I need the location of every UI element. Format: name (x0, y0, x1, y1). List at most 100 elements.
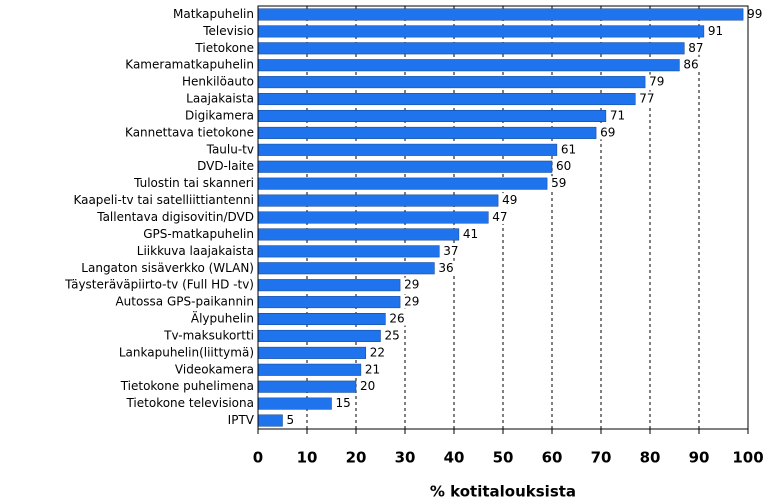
value-label-bg (599, 125, 617, 140)
bar (257, 329, 381, 342)
value-label-bg (648, 74, 666, 89)
value-label-bg (746, 6, 764, 21)
value-label-bg (285, 413, 296, 428)
x-tick-label: 60 (542, 449, 563, 467)
value-label: 25 (385, 328, 400, 342)
value-label: 41 (463, 227, 478, 241)
bar (257, 194, 499, 207)
value-label-bg (706, 23, 725, 38)
bar (257, 346, 367, 359)
bar (257, 109, 607, 122)
bar (257, 262, 435, 275)
x-tick-label: 0 (253, 449, 263, 467)
value-label-bg (687, 40, 705, 55)
y-tick-label: Tallentava digisovitin/DVD (96, 210, 254, 224)
value-label: 29 (404, 278, 419, 292)
value-label: 59 (551, 176, 566, 190)
bar (257, 313, 386, 326)
bar (257, 363, 362, 376)
value-label: 61 (561, 142, 576, 156)
y-tick-label: Digikamera (185, 108, 254, 122)
y-tick-label: GPS-matkapuhelin (143, 227, 254, 241)
value-label-bg (388, 311, 406, 326)
y-tick-label: Tietokone (194, 41, 254, 55)
value-label-bg (550, 176, 568, 191)
value-label: 20 (360, 379, 375, 393)
y-tick-label: Autossa GPS-paikannin (115, 295, 254, 309)
value-label: 86 (683, 58, 698, 72)
value-label: 36 (438, 261, 453, 275)
value-label: 15 (336, 396, 351, 410)
x-tick-label: 80 (640, 449, 661, 467)
y-tick-label: Älypuhelin (191, 311, 254, 326)
x-tick-label: 40 (444, 449, 465, 467)
y-tick-label: Laajakaista (186, 92, 254, 106)
value-label-bg (437, 260, 455, 275)
bar (257, 414, 283, 427)
value-label: 47 (492, 210, 507, 224)
y-tick-label: Kameramatkapuhelin (125, 58, 254, 72)
bar (257, 160, 553, 173)
value-label-bg (363, 362, 382, 377)
value-label: 37 (443, 244, 458, 258)
y-tick-label: Matkapuhelin (173, 7, 254, 21)
value-label: 26 (389, 312, 404, 326)
plot-frame (257, 5, 749, 430)
value-label-bg (501, 193, 519, 208)
y-tick-label: IPTV (228, 413, 255, 427)
bar (257, 25, 705, 38)
x-tick-label: 20 (346, 449, 367, 467)
bar (257, 245, 440, 258)
value-label-bg (638, 91, 656, 106)
bar (257, 59, 680, 72)
value-label: 21 (365, 362, 380, 376)
x-axis-title: % kotitalouksista (430, 483, 576, 501)
value-label: 69 (600, 125, 615, 139)
y-tick-label: Liikkuva laajakaista (137, 244, 254, 258)
bar (257, 397, 332, 410)
y-tick-label: Taulu-tv (206, 142, 254, 156)
value-label-bg (555, 159, 573, 174)
value-label-bg (359, 379, 377, 394)
value-label-bg (383, 328, 401, 343)
value-label: 77 (639, 92, 654, 106)
y-tick-label: Lankapuhelin(liittymä) (119, 345, 254, 359)
bar (257, 76, 646, 89)
x-tick-label: 100 (732, 449, 763, 467)
y-tick-label: Videokamera (175, 362, 254, 376)
value-label: 29 (404, 295, 419, 309)
value-label-bg (403, 294, 421, 309)
y-tick-label: Täysteräväpiirto-tv (Full HD -tv) (64, 278, 254, 292)
x-tick-label: 90 (689, 449, 710, 467)
x-tick-label: 70 (591, 449, 612, 467)
bar (257, 8, 744, 21)
bar (257, 296, 401, 309)
y-tick-label: Langaton sisäverkko (WLAN) (81, 261, 254, 275)
bar (257, 177, 548, 190)
y-tick-label: Tietokone televisiona (125, 396, 254, 410)
x-tick-label: 10 (297, 449, 318, 467)
value-label-bg (403, 277, 421, 292)
y-tick-label: Tulostin tai skanneri (133, 176, 254, 190)
y-tick-label: Kannettava tietokone (125, 125, 254, 139)
value-label: 99 (747, 7, 762, 21)
bar (257, 42, 685, 55)
value-label: 60 (556, 159, 571, 173)
value-label-bg (442, 243, 460, 258)
value-label-bg (682, 57, 700, 72)
value-label: 22 (370, 345, 385, 359)
value-label-bg (491, 210, 509, 224)
y-tick-label: Tietokone puhelimena (120, 379, 254, 393)
x-tick-label: 50 (493, 449, 514, 467)
x-tick-label: 30 (395, 449, 416, 467)
bar (257, 279, 401, 292)
value-label: 49 (502, 193, 517, 207)
bar (257, 93, 636, 106)
bar (257, 228, 460, 241)
y-tick-label: Kaapeli-tv tai satelliittiantenni (73, 193, 254, 207)
value-label-bg (368, 345, 387, 360)
value-label: 79 (649, 75, 664, 89)
value-label: 5 (287, 413, 295, 427)
bar (257, 211, 489, 224)
